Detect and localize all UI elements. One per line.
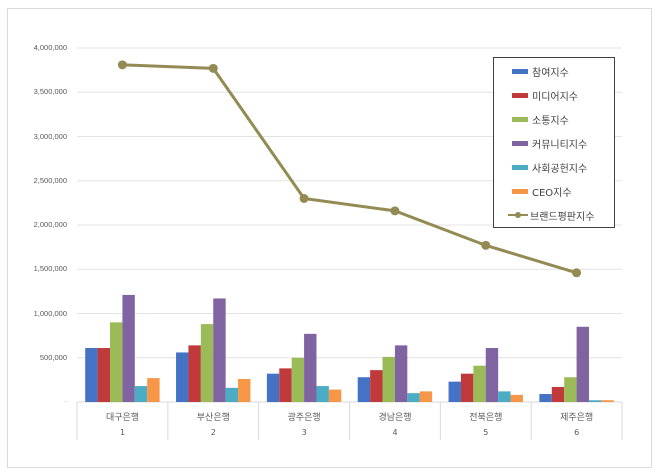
bar [188,345,201,402]
legend-swatch [512,140,528,146]
line-marker [572,268,582,278]
brand-reputation-line [122,63,578,275]
bar [176,352,189,402]
x-category-label: 경남은행 [378,413,412,423]
bar [291,357,305,402]
bar [382,356,395,402]
bar [85,348,98,402]
bar [279,368,292,402]
line-marker [481,240,491,250]
legend-label: 커뮤니티지수 [532,139,588,151]
y-tick-label: 2,500,000 [33,175,67,185]
legend-item-community: 커뮤니티지수 [512,136,588,151]
line-marker [208,63,218,73]
legend-label: 사회공헌지수 [532,163,588,175]
bar [419,391,433,402]
bar [551,386,565,402]
legend-swatch [512,116,528,122]
x-category-label: 부산은행 [196,413,230,423]
bar [328,389,342,402]
x-category-number: 3 [301,428,307,437]
x-category-number: 1 [119,428,126,437]
bar [588,400,602,402]
bar [473,365,486,402]
bar [238,378,251,402]
line-marker [390,206,400,216]
y-tick-label: 1,500,000 [33,264,67,274]
bar [564,377,577,402]
legend-label: 참여지수 [532,67,569,79]
bar [510,394,523,402]
legend-item-communication: 소통지수 [512,112,569,127]
bar [110,322,123,402]
x-category-label: 광주은행 [287,413,321,423]
bar [407,393,420,402]
bar [122,294,135,402]
legend-line-marker [508,212,528,218]
bar [213,298,226,402]
bar [97,348,111,402]
y-tick-label: 500,000 [39,352,67,362]
legend-item-social-contribution: 사회공헌지수 [512,160,588,175]
bar [304,333,317,402]
bar [316,386,329,402]
bar [448,381,461,402]
y-tick-label: 2,000,000 [33,220,67,229]
legend-label: CEO지수 [532,187,572,199]
bar [539,394,552,402]
legend-swatch [512,92,528,98]
legend-swatch [512,68,528,74]
bar [498,391,511,402]
legend-item-media: 미디어지수 [512,88,578,103]
legend-item-brand-reputation: 브랜드평판지수 [508,208,595,223]
y-tick-label: 3,500,000 [33,87,67,97]
bar [266,373,280,402]
bar [357,377,371,402]
bar [225,387,239,402]
bar [485,348,499,402]
x-category-label: 전북은행 [469,413,503,423]
x-category-number: 6 [574,428,580,437]
y-tick-label: 4,000,000 [33,43,67,52]
line-marker [299,193,309,203]
y-tick-label: - [64,397,68,406]
x-category-label: 제주은행 [560,413,594,423]
y-tick-label: 3,000,000 [33,131,67,141]
bar [134,386,148,402]
x-category-number: 5 [483,428,489,437]
bar [147,378,160,402]
legend-label: 소통지수 [532,115,569,127]
legend-label: 브랜드평판지수 [530,211,595,223]
line-marker [117,60,127,70]
bar [200,324,214,402]
legend-swatch [512,188,528,194]
legend-item-participation: 참여지수 [512,64,569,79]
legend: 참여지수 미디어지수 소통지수 커뮤니티지수 사회공헌지수 CEO지수 브랜드평… [493,57,615,228]
x-category-number: 4 [392,428,398,437]
x-category-number: 2 [210,428,216,437]
bar [394,345,408,402]
y-tick-label: 1,000,000 [33,308,67,318]
bar [460,373,474,402]
bar [370,370,383,402]
x-category-label: 대구은행 [105,413,140,423]
bar [576,326,589,402]
legend-item-ceo: CEO지수 [512,184,572,199]
legend-swatch [512,164,528,170]
legend-label: 미디어지수 [532,91,578,103]
bar [601,400,614,402]
